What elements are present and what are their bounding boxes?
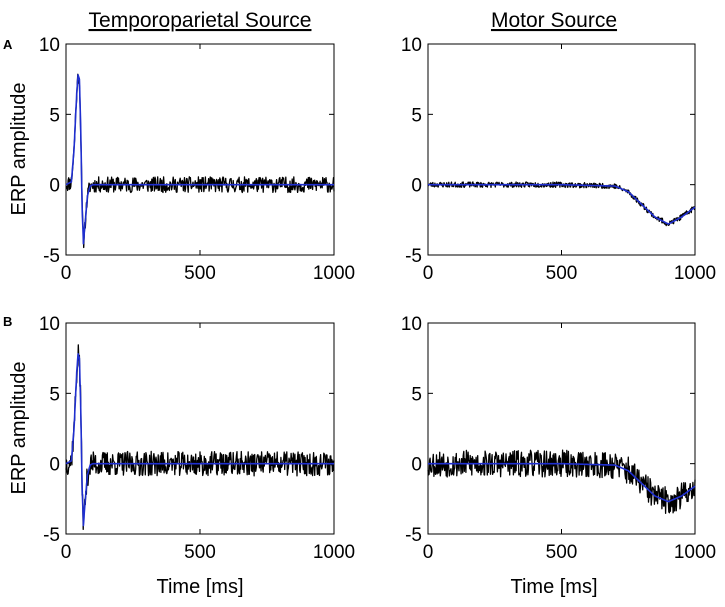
y-tick-label: 10	[401, 35, 422, 56]
y-tick-label: -5	[405, 246, 422, 267]
y-tick-label: 5	[49, 105, 60, 126]
y-tick-label: 0	[411, 176, 422, 197]
y-tick-label: 10	[39, 35, 60, 56]
erp-noisy-trace	[65, 73, 335, 249]
y-tick-label: 0	[49, 176, 60, 197]
y-tick-label: 0	[411, 455, 422, 476]
y-tick-label: 10	[401, 314, 422, 335]
erp-noisy-trace	[427, 449, 696, 514]
x-tick-label: 500	[546, 263, 578, 284]
y-tick-label: -5	[43, 246, 60, 267]
y-tick-label: 0	[49, 455, 60, 476]
ylabel-row-b: ERP amplitude	[8, 361, 30, 494]
erp-noisy-trace	[427, 181, 696, 227]
y-tick-label: 10	[39, 314, 60, 335]
x-tick-label: 1000	[674, 263, 716, 284]
x-tick-label: 1000	[313, 542, 355, 563]
column-title-temporoparietal: Temporoparietal Source	[89, 9, 312, 32]
x-tick-label: 0	[61, 542, 72, 563]
erp-model-trace	[65, 74, 335, 245]
plot-frame	[65, 43, 335, 256]
x-tick-label: 1000	[674, 542, 716, 563]
x-tick-label: 500	[184, 263, 216, 284]
x-tick-label: 0	[423, 263, 434, 284]
y-tick-label: 5	[49, 384, 60, 405]
erp-model-trace	[427, 462, 696, 503]
xlabel-left: Time [ms]	[156, 576, 243, 598]
y-tick-label: 5	[411, 105, 422, 126]
plot-frame	[427, 43, 696, 256]
ylabel-row-a: ERP amplitude	[8, 82, 30, 215]
x-tick-label: 1000	[313, 263, 355, 284]
x-tick-label: 500	[184, 542, 216, 563]
x-tick-label: 0	[423, 542, 434, 563]
y-tick-label: -5	[43, 525, 60, 546]
erp-noisy-trace	[65, 344, 335, 531]
column-title-motor: Motor Source	[491, 9, 617, 32]
y-tick-label: -5	[405, 525, 422, 546]
y-tick-label: 5	[411, 384, 422, 405]
x-tick-label: 0	[61, 263, 72, 284]
erp-model-trace	[427, 183, 696, 225]
panel-letter-a: A	[3, 37, 13, 52]
plot-frame	[65, 322, 335, 535]
x-tick-label: 500	[546, 542, 578, 563]
erp-model-trace	[65, 353, 335, 527]
xlabel-right: Time [ms]	[510, 576, 597, 598]
panel-letter-b: B	[3, 314, 12, 329]
